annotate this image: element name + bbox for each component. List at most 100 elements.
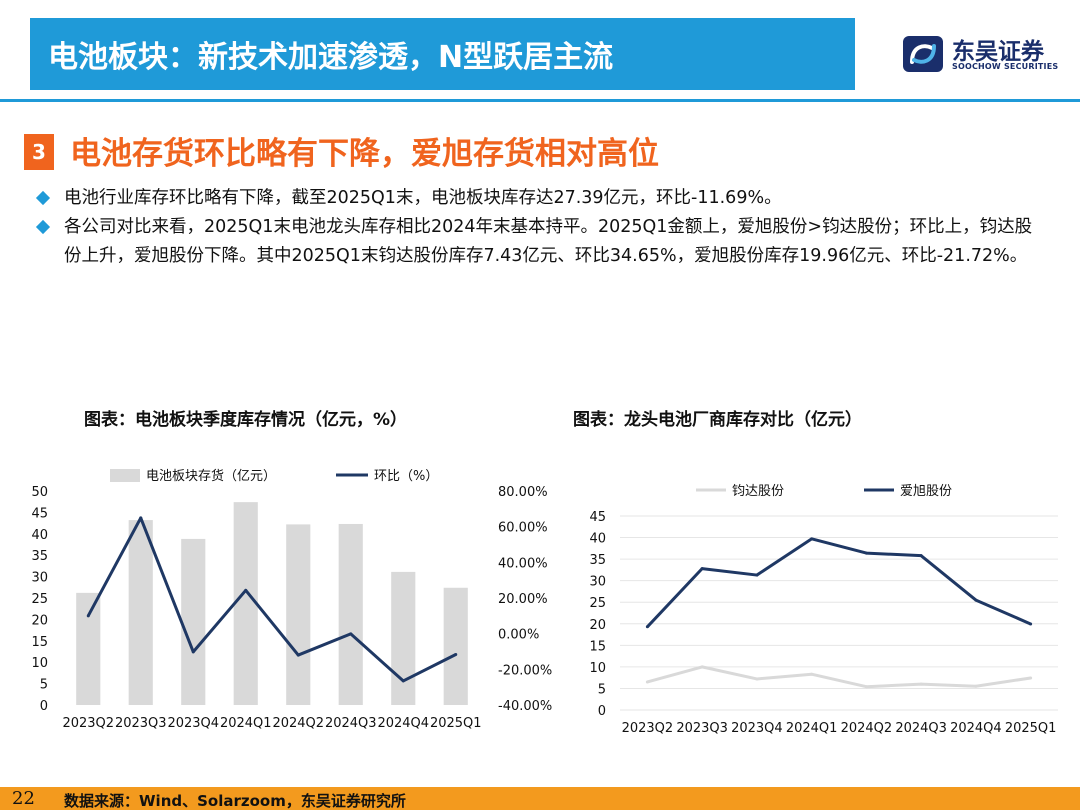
- x-tick-label: 2023Q3: [676, 721, 728, 736]
- legend-label: 电池板块存货（亿元）: [146, 468, 276, 484]
- line-point: [244, 588, 248, 592]
- x-tick-label: 2023Q4: [167, 716, 219, 731]
- legend-bar-swatch: [110, 469, 140, 482]
- y-tick-label: 0: [40, 699, 48, 714]
- soochow-logo-icon: [903, 36, 943, 72]
- section-number-badge: 3: [24, 134, 54, 170]
- x-tick-label: 2024Q4: [377, 716, 429, 731]
- line-point: [810, 537, 814, 541]
- chart2-title: 图表：龙头电池厂商库存对比（亿元）: [573, 410, 862, 430]
- chart1-title: 图表：电池板块季度库存情况（亿元，%）: [84, 410, 408, 430]
- series-line-qoq: [86, 516, 457, 683]
- header-divider: [0, 99, 1080, 102]
- bar: [391, 571, 416, 705]
- line-point: [191, 650, 195, 654]
- bar: [181, 538, 206, 705]
- line-point: [919, 554, 923, 558]
- line-point: [86, 614, 90, 618]
- line-point: [700, 567, 704, 571]
- line-point: [1029, 676, 1033, 680]
- line-point: [139, 516, 143, 520]
- x-tick-label: 2023Q3: [115, 716, 167, 731]
- x-tick-label: 2024Q3: [895, 721, 947, 736]
- bar: [233, 502, 258, 705]
- bar: [443, 587, 468, 705]
- legend-label: 钧达股份: [732, 484, 784, 499]
- y-tick-label: 5: [40, 678, 48, 693]
- line-point: [700, 665, 704, 669]
- legend-label: 爱旭股份: [900, 484, 952, 499]
- y2-tick-label: 0.00%: [498, 628, 539, 643]
- line-point: [755, 677, 759, 681]
- y-tick-label: 20: [31, 613, 48, 628]
- line-point: [755, 573, 759, 577]
- y2-tick-label: -40.00%: [498, 699, 552, 714]
- y-tick-label: 0: [598, 704, 606, 719]
- bar: [338, 523, 363, 705]
- x-tick-label: 2025Q1: [430, 716, 482, 731]
- x-tick-label: 2025Q1: [1005, 721, 1057, 736]
- line-point: [296, 653, 300, 657]
- y-tick-label: 10: [31, 656, 48, 671]
- x-tick-label: 2024Q1: [786, 721, 838, 736]
- data-source: 数据来源：Wind、Solarzoom，东吴证券研究所: [64, 792, 406, 810]
- line-point: [454, 653, 458, 657]
- legend-label: 环比（%）: [374, 469, 438, 484]
- line-point: [401, 679, 405, 683]
- title-bar: 电池板块：新技术加速渗透，N型跃居主流: [30, 18, 855, 90]
- bar: [76, 592, 101, 705]
- y-tick-label: 20: [589, 618, 606, 633]
- line-point: [1029, 622, 1033, 626]
- diamond-bullet-icon: [35, 190, 51, 206]
- line-point: [645, 680, 649, 684]
- bullet-text: 电池行业库存环比略有下降，截至2025Q1末，电池板块库存达27.39亿元，环比…: [64, 188, 782, 208]
- x-tick-label: 2024Q2: [272, 716, 324, 731]
- y2-tick-label: 80.00%: [498, 485, 548, 500]
- series-line-aiko: [646, 537, 1032, 628]
- page-number: 22: [12, 788, 35, 809]
- bullet-item: 电池行业库存环比略有下降，截至2025Q1末，电池板块库存达27.39亿元，环比…: [34, 184, 1044, 213]
- logo-chinese-name: 东吴证券: [952, 39, 1044, 65]
- y-tick-label: 45: [589, 510, 606, 525]
- line-point: [919, 682, 923, 686]
- y-tick-label: 25: [31, 592, 48, 607]
- bullet-text: 各公司对比来看，2025Q1末电池龙头库存相比2024年末基本持平。2025Q1…: [64, 217, 1033, 266]
- bullet-item: 各公司对比来看，2025Q1末电池龙头库存相比2024年末基本持平。2025Q1…: [34, 213, 1044, 271]
- y-tick-label: 5: [598, 682, 606, 697]
- footer-bar: [0, 787, 1080, 810]
- line-point: [810, 672, 814, 676]
- line-point: [974, 598, 978, 602]
- y2-tick-label: -20.00%: [498, 663, 552, 678]
- inventory-bar-line-chart: 电池板块存货（亿元） 环比（%） 0 5 10 15 20 25 30 35 40 45 50 -40.0…: [31, 468, 552, 731]
- series-line-jinko: [646, 665, 1031, 689]
- y-tick-label: 50: [31, 485, 48, 500]
- line-point: [645, 625, 649, 629]
- y-tick-label: 30: [589, 575, 606, 590]
- section-title: 电池存货环比略有下降，爱旭存货相对高位: [70, 136, 659, 172]
- y-tick-label: 15: [589, 639, 606, 654]
- x-tick-label: 2023Q2: [62, 716, 114, 731]
- bullet-list: 电池行业库存环比略有下降，截至2025Q1末，电池板块库存达27.39亿元，环比…: [34, 184, 1044, 271]
- y2-tick-label: 40.00%: [498, 556, 548, 571]
- company-logo: 东吴证券 SOOCHOW SECURITIES: [902, 34, 1062, 74]
- line-point: [349, 632, 353, 636]
- y-tick-label: 25: [589, 596, 606, 611]
- y-tick-label: 40: [589, 532, 606, 547]
- y-tick-label: 30: [31, 571, 48, 586]
- page-title: 电池板块：新技术加速渗透，N型跃居主流: [48, 40, 614, 75]
- bar: [286, 524, 311, 705]
- x-tick-label: 2024Q4: [950, 721, 1002, 736]
- y-tick-label: 40: [31, 528, 48, 543]
- line-point: [974, 684, 978, 688]
- x-tick-label: 2023Q2: [622, 721, 674, 736]
- x-tick-label: 2024Q2: [841, 721, 893, 736]
- line-point: [864, 551, 868, 555]
- x-tick-label: 2024Q1: [220, 716, 272, 731]
- x-tick-label: 2024Q3: [325, 716, 377, 731]
- y-tick-label: 45: [31, 506, 48, 521]
- y2-tick-label: 60.00%: [498, 521, 548, 536]
- bar: [128, 520, 153, 705]
- y-tick-label: 35: [31, 549, 48, 564]
- logo-english-name: SOOCHOW SECURITIES: [952, 62, 1059, 71]
